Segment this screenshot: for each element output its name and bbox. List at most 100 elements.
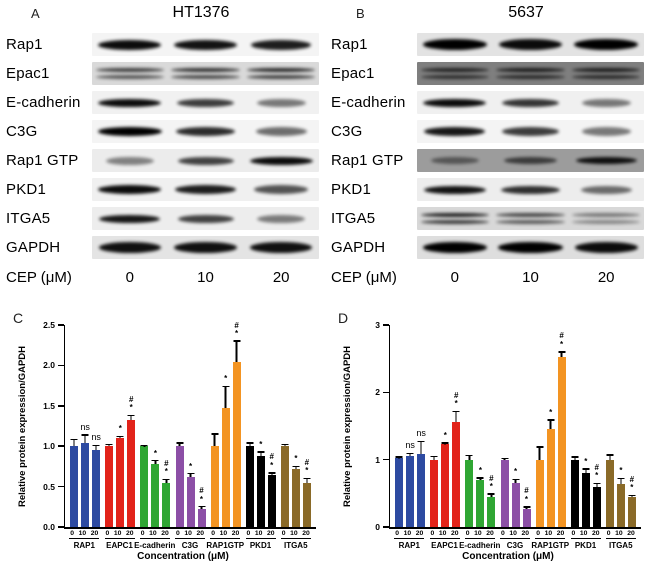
group-name: C3G [175,541,205,550]
blot-lane [168,62,244,85]
error-bar-stem [271,473,273,476]
group-name-text: PKD1 [574,540,597,550]
group-name: RAP1 [69,541,99,550]
blot-row: Epac1 [6,59,319,88]
error-bar-cap [406,452,414,455]
error-bar-cap [558,351,566,353]
blot-lane [243,91,319,114]
blot-row: Rap1 GTP [6,146,319,175]
error-bar [246,442,254,447]
blot-lane [493,91,569,114]
group-name: PKD1 [246,541,276,550]
group-name: RAP1GTP [531,541,569,550]
bar [140,444,149,527]
blot-lane [243,33,319,56]
group-label: 0 10 20 E-cadherin [459,530,500,550]
blot-lane [568,62,644,85]
error-bar [176,442,183,447]
blot-band [580,185,632,194]
error-bar [606,454,614,460]
blot-lane [417,120,493,143]
dose-tick-label: 20 [161,530,169,537]
significance-annotation: ns [91,432,101,443]
error-bar-stem [284,445,286,447]
blot-row: Epac1 [331,59,644,88]
error-bar-stem [574,457,576,460]
error-bar-stem [200,507,203,510]
error-bar [70,438,78,447]
blot-lane [168,91,244,114]
blot-lane [417,91,493,114]
group-dose-ticks: 0 10 20 [570,530,601,539]
error-bar-stem [189,474,192,477]
bar [535,446,544,527]
blot-band [98,98,162,107]
y-axis-tick [58,445,64,447]
blot-band [501,98,560,107]
error-bar-stem [490,494,493,497]
blot-band [502,127,559,136]
blot-band [420,220,489,224]
y-axis-label: Relative protein expression/GAPDH [342,345,353,507]
error-bar-stem [73,440,75,447]
blot-lane [168,120,244,143]
group-name-text: EAPC1 [106,540,133,550]
blot-row: GAPDH [331,233,644,262]
protein-label: Epac1 [6,65,50,82]
protein-label: PKD1 [331,181,371,198]
bar-group-PKD1: * # * [570,325,601,527]
blot-lane [243,178,319,201]
cep-doses: 0 10 20 [417,269,644,286]
group-name-text: C3G [506,540,524,550]
error-bar-cap [582,468,590,470]
error-bar [303,477,311,483]
bar: * [291,454,300,527]
bar-group-ITGA5: * # * [605,325,636,527]
x-axis-title: Concentration (μM) [137,551,229,562]
error-bar-stem [409,454,411,457]
blot-strip [92,62,319,85]
blot-lane [168,33,244,56]
bar: # * [127,395,136,527]
significance-annotation: # * [559,331,564,349]
y-axis-tick [383,526,389,528]
error-bar-stem [260,452,262,456]
dose-tick-label: 20 [196,530,204,537]
cep-dose-value: 0 [125,269,134,286]
bar: * [151,449,160,527]
blot-band [574,39,639,50]
y-axis-tick-label: 0.0 [43,522,55,532]
blot-strip [417,62,644,85]
error-bar-stem [620,479,622,484]
error-bar-stem [479,478,482,480]
blot-strip [417,207,644,230]
error-bar-stem [433,457,435,460]
error-bar [116,435,124,439]
bar: ns [80,422,90,527]
blot-band [496,75,565,79]
significance-annotation: * [294,454,298,464]
blot-band [424,127,486,136]
bar: * [476,466,485,527]
dose-tick-label: 0 [606,530,611,537]
dose-tick-label: 10 [254,530,263,537]
dose-tick-label: 0 [465,530,470,537]
blot-row: PKD1 [331,175,644,204]
error-bar [222,385,230,409]
blot-lane [493,62,569,85]
x-axis-title: Concentration (μM) [462,551,554,562]
blot-lane [92,178,168,201]
dose-tick-label: 0 [281,530,286,537]
bar: ns [405,441,415,527]
blot-lane [417,62,493,85]
error-bar-cap [617,477,625,480]
group-dose-ticks: 0 10 20 [280,530,311,539]
significance-annotation: ns [416,428,426,439]
error-bar [512,478,519,484]
blot-band [106,156,154,165]
blot-lane [568,236,644,259]
blot-lane [168,236,244,259]
bar: # * [267,453,276,527]
dose-tick-label: 10 [474,530,482,537]
group-dose-ticks: 0 10 20 [245,530,276,539]
